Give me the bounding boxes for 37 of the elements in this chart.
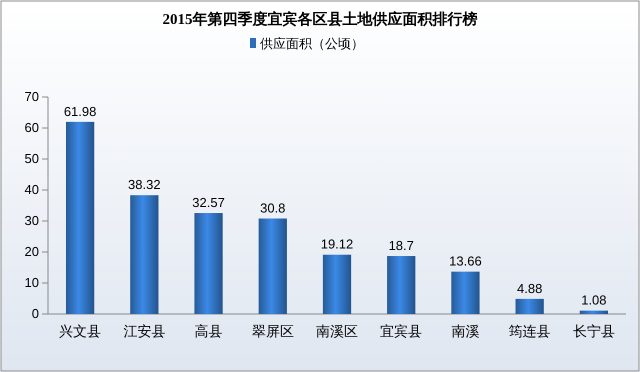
- y-tick-label: 40: [24, 182, 39, 198]
- bar: [194, 213, 223, 314]
- bar: [451, 272, 480, 314]
- bar: [66, 122, 94, 314]
- x-tick-label: 翠屏区: [252, 324, 294, 340]
- bar: [387, 256, 416, 314]
- data-label: 61.98: [64, 104, 96, 119]
- y-tick-label: 50: [24, 151, 39, 166]
- bar: [258, 218, 287, 314]
- x-tick-label: 高县: [194, 324, 223, 340]
- bar: [322, 254, 352, 314]
- x-tick-label: 宜宾县: [380, 324, 422, 340]
- x-tick-label: 筠连县: [508, 324, 551, 340]
- y-tick-label: 10: [24, 275, 39, 290]
- y-tick-label: 30: [24, 213, 39, 228]
- y-tick-label: 20: [24, 244, 39, 260]
- legend-label: 供应面积（公顷）: [260, 36, 364, 52]
- bar: [130, 195, 158, 314]
- x-tick-label: 江安县: [123, 324, 166, 340]
- y-tick-label: 70: [24, 89, 39, 104]
- x-tick-label: 南溪区: [316, 324, 358, 340]
- bar: [516, 298, 544, 314]
- chart-title: 2015年第四季度宜宾各区县土地供应面积排行榜: [162, 10, 478, 28]
- data-label: 30.8: [260, 200, 286, 216]
- y-tick-label: 60: [24, 120, 39, 136]
- data-label: 19.12: [320, 236, 354, 252]
- x-tick-label: 南溪: [451, 324, 480, 340]
- data-label: 4.88: [517, 280, 542, 296]
- data-label: 18.7: [388, 238, 414, 254]
- y-tick-label: 0: [32, 306, 39, 322]
- x-tick-label: 长宁县: [572, 324, 615, 340]
- data-label: 32.57: [192, 195, 225, 210]
- data-label: 1.08: [581, 292, 607, 308]
- x-tick-label: 兴文县: [59, 324, 102, 340]
- data-label: 38.32: [128, 177, 161, 192]
- data-label: 13.66: [449, 254, 482, 269]
- bar: [580, 310, 608, 314]
